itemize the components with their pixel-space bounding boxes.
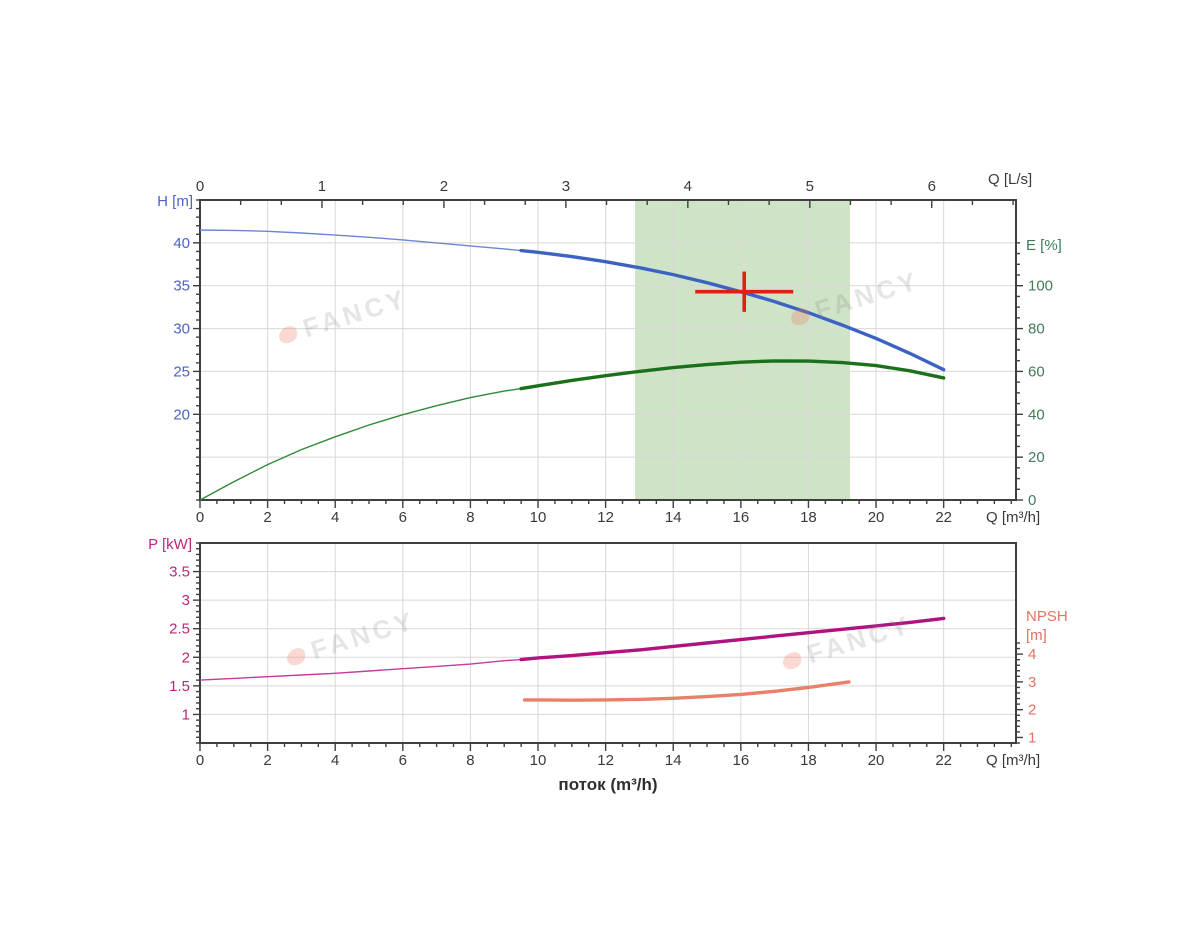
right-tick-label: 2	[1028, 702, 1036, 719]
right-tick-label: 1	[1028, 729, 1036, 746]
flow-m3h-axis-title-top: Q [m³/h]	[986, 509, 1041, 526]
efficiency-curve	[519, 359, 946, 391]
right-tick-label: 40	[1028, 406, 1045, 423]
flow-ls-axis-title: Q [L/s]	[988, 171, 1033, 188]
x-tick-label: 22	[935, 509, 952, 526]
x-tick-label: 20	[868, 752, 885, 769]
x-tick-label: 2	[263, 509, 271, 526]
right-tick-label: 4	[1028, 646, 1036, 663]
x-tick-label: 10	[530, 509, 547, 526]
duty-range-band	[635, 200, 851, 500]
top-tick-label: 0	[196, 178, 204, 195]
left-tick-label: 2.5	[169, 621, 190, 638]
plot-frame	[199, 199, 1017, 501]
left-tick-label: 2	[182, 649, 190, 666]
x-tick-label: 14	[665, 509, 682, 526]
x-tick-label: 6	[399, 752, 407, 769]
x-tick-label: 12	[597, 752, 614, 769]
right-tick-label: 0	[1028, 492, 1036, 509]
efficiency-curve-thin	[199, 387, 522, 501]
left-tick-label: 20	[173, 406, 190, 423]
x-tick-label: 16	[733, 752, 750, 769]
left-tick-label: 1	[182, 706, 190, 723]
plot-frame	[199, 542, 1017, 744]
power-curve-thin	[199, 658, 522, 681]
right-tick-label: 100	[1028, 278, 1053, 295]
flow-caption: поток (m³/h)	[558, 775, 658, 794]
x-tick-label: 2	[263, 752, 271, 769]
head-curve-thin	[199, 229, 522, 252]
left-tick-label: 35	[173, 278, 190, 295]
x-tick-label: 4	[331, 752, 339, 769]
top-tick-label: 3	[562, 178, 570, 195]
top-tick-label: 1	[318, 178, 326, 195]
left-tick-label: 25	[173, 363, 190, 380]
npsh-curve	[522, 680, 851, 702]
right-tick-label: 20	[1028, 449, 1045, 466]
right-tick-label: 60	[1028, 363, 1045, 380]
x-tick-label: 0	[196, 509, 204, 526]
top-tick-label: 4	[684, 178, 692, 195]
left-tick-label: 40	[173, 235, 190, 252]
x-tick-label: 8	[466, 752, 474, 769]
x-tick-label: 12	[597, 509, 614, 526]
x-tick-label: 6	[399, 509, 407, 526]
head-curve	[519, 248, 946, 372]
head-axis-title: H [m]	[157, 193, 193, 210]
left-tick-label: 30	[173, 321, 190, 338]
top-tick-label: 2	[440, 178, 448, 195]
top-tick-label: 5	[806, 178, 814, 195]
x-tick-label: 4	[331, 509, 339, 526]
npsh-axis-title: NPSH	[1026, 608, 1068, 625]
x-tick-label: 14	[665, 752, 682, 769]
x-tick-label: 0	[196, 752, 204, 769]
left-tick-label: 1.5	[169, 678, 190, 695]
x-tick-label: 18	[800, 752, 817, 769]
chart-head-efficiency: 0 2 4 6 8 10 12 14 16 18 20 220 1 2 3 4 5 620253035400204…	[173, 178, 1053, 526]
npsh-axis-unit: [m]	[1026, 627, 1047, 644]
x-tick-label: 16	[733, 509, 750, 526]
x-tick-label: 10	[530, 752, 547, 769]
flow-m3h-axis-title-bottom: Q [m³/h]	[986, 752, 1041, 769]
efficiency-axis-title: E [%]	[1026, 237, 1062, 254]
right-tick-label: 80	[1028, 321, 1045, 338]
right-tick-label: 3	[1028, 674, 1036, 691]
left-tick-label: 3	[182, 592, 190, 609]
power-axis-title: P [kW]	[148, 536, 192, 553]
top-tick-label: 6	[928, 178, 936, 195]
x-tick-label: 22	[935, 752, 952, 769]
x-tick-label: 8	[466, 509, 474, 526]
x-tick-label: 20	[868, 509, 885, 526]
power-curve	[519, 616, 946, 662]
x-tick-label: 18	[800, 509, 817, 526]
left-tick-label: 3.5	[169, 564, 190, 581]
